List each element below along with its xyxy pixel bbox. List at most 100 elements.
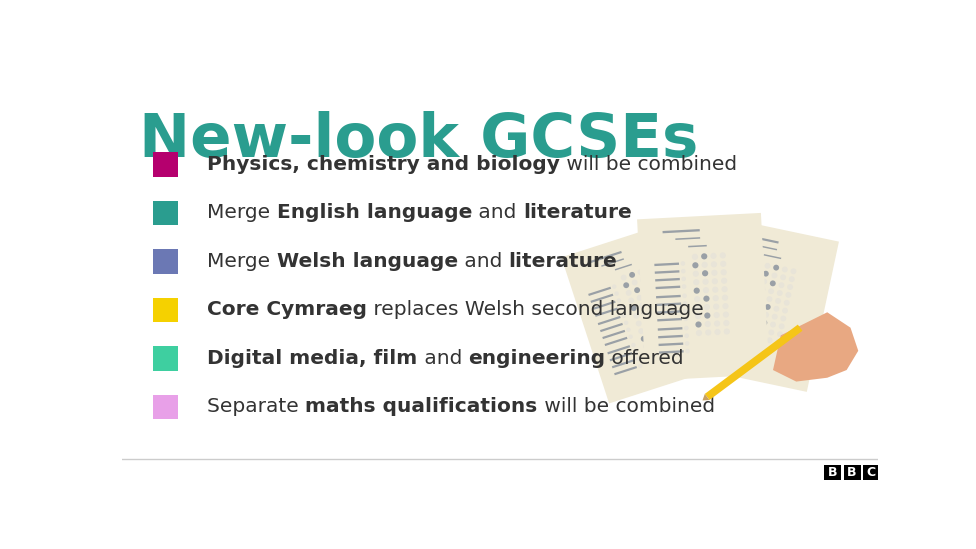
- Circle shape: [629, 298, 634, 304]
- Circle shape: [791, 268, 796, 274]
- Circle shape: [712, 278, 718, 284]
- Circle shape: [701, 253, 708, 260]
- Circle shape: [681, 269, 685, 273]
- Polygon shape: [655, 278, 680, 282]
- Text: replaces Welsh second language: replaces Welsh second language: [367, 300, 704, 320]
- Polygon shape: [717, 314, 741, 321]
- Circle shape: [759, 328, 765, 333]
- Circle shape: [775, 298, 781, 304]
- Bar: [153, 346, 178, 371]
- Text: literature: literature: [508, 252, 618, 271]
- Polygon shape: [610, 352, 632, 361]
- Circle shape: [653, 315, 659, 321]
- Circle shape: [695, 321, 702, 328]
- Circle shape: [685, 349, 690, 354]
- Circle shape: [682, 284, 686, 289]
- Polygon shape: [663, 229, 700, 233]
- Circle shape: [722, 295, 728, 301]
- Circle shape: [693, 271, 699, 277]
- Circle shape: [777, 290, 783, 296]
- Circle shape: [782, 266, 788, 272]
- Circle shape: [747, 297, 751, 301]
- Polygon shape: [614, 366, 637, 376]
- Circle shape: [646, 266, 652, 272]
- Circle shape: [656, 297, 662, 303]
- Circle shape: [723, 311, 729, 318]
- Circle shape: [720, 269, 727, 276]
- Circle shape: [696, 330, 702, 336]
- Circle shape: [724, 328, 730, 334]
- Circle shape: [685, 341, 689, 346]
- Circle shape: [669, 335, 674, 341]
- Circle shape: [617, 298, 621, 302]
- Circle shape: [682, 301, 687, 306]
- Circle shape: [703, 287, 710, 293]
- Circle shape: [704, 304, 710, 310]
- Polygon shape: [656, 295, 680, 299]
- Circle shape: [681, 277, 686, 281]
- Bar: [843, 465, 861, 480]
- Circle shape: [773, 306, 779, 312]
- Circle shape: [781, 316, 787, 321]
- Circle shape: [761, 278, 767, 284]
- Circle shape: [766, 296, 772, 302]
- Circle shape: [624, 321, 629, 325]
- Circle shape: [643, 344, 649, 349]
- Polygon shape: [718, 307, 742, 313]
- Circle shape: [630, 305, 636, 311]
- Bar: [153, 395, 178, 419]
- Circle shape: [627, 328, 630, 332]
- Polygon shape: [703, 394, 710, 400]
- Circle shape: [629, 334, 632, 339]
- Circle shape: [684, 326, 689, 330]
- Circle shape: [648, 274, 654, 280]
- Circle shape: [740, 327, 744, 331]
- Circle shape: [683, 317, 688, 321]
- Circle shape: [631, 279, 637, 285]
- Circle shape: [684, 333, 689, 338]
- Circle shape: [661, 312, 667, 318]
- Circle shape: [721, 286, 728, 292]
- Text: English language: English language: [277, 204, 472, 222]
- Circle shape: [651, 282, 657, 288]
- Polygon shape: [725, 277, 749, 284]
- Circle shape: [692, 254, 698, 260]
- Circle shape: [641, 336, 647, 341]
- Circle shape: [738, 334, 743, 338]
- Text: B: B: [847, 466, 857, 479]
- Circle shape: [756, 302, 762, 308]
- Circle shape: [666, 328, 671, 334]
- Circle shape: [695, 313, 701, 319]
- Circle shape: [645, 292, 651, 298]
- Polygon shape: [705, 324, 802, 400]
- Polygon shape: [659, 343, 683, 346]
- Circle shape: [619, 305, 624, 310]
- Text: B: B: [828, 466, 837, 479]
- Polygon shape: [744, 234, 779, 244]
- Circle shape: [652, 341, 658, 346]
- Text: and: and: [472, 204, 523, 222]
- Polygon shape: [588, 251, 622, 264]
- Text: maths qualifications: maths qualifications: [305, 397, 538, 417]
- Circle shape: [777, 331, 783, 337]
- Bar: [153, 298, 178, 322]
- Circle shape: [638, 364, 642, 368]
- Polygon shape: [600, 323, 623, 332]
- Circle shape: [711, 253, 716, 259]
- Circle shape: [712, 287, 718, 293]
- Circle shape: [735, 348, 740, 352]
- Circle shape: [680, 261, 685, 266]
- Circle shape: [779, 323, 785, 329]
- Circle shape: [787, 284, 793, 290]
- Circle shape: [626, 290, 631, 296]
- Polygon shape: [723, 284, 747, 291]
- Circle shape: [621, 274, 627, 281]
- Bar: [153, 249, 178, 274]
- Circle shape: [782, 307, 788, 313]
- Circle shape: [694, 296, 700, 302]
- Polygon shape: [561, 221, 721, 404]
- Bar: [824, 465, 841, 480]
- Circle shape: [664, 320, 670, 326]
- Circle shape: [758, 335, 764, 341]
- Circle shape: [644, 318, 650, 324]
